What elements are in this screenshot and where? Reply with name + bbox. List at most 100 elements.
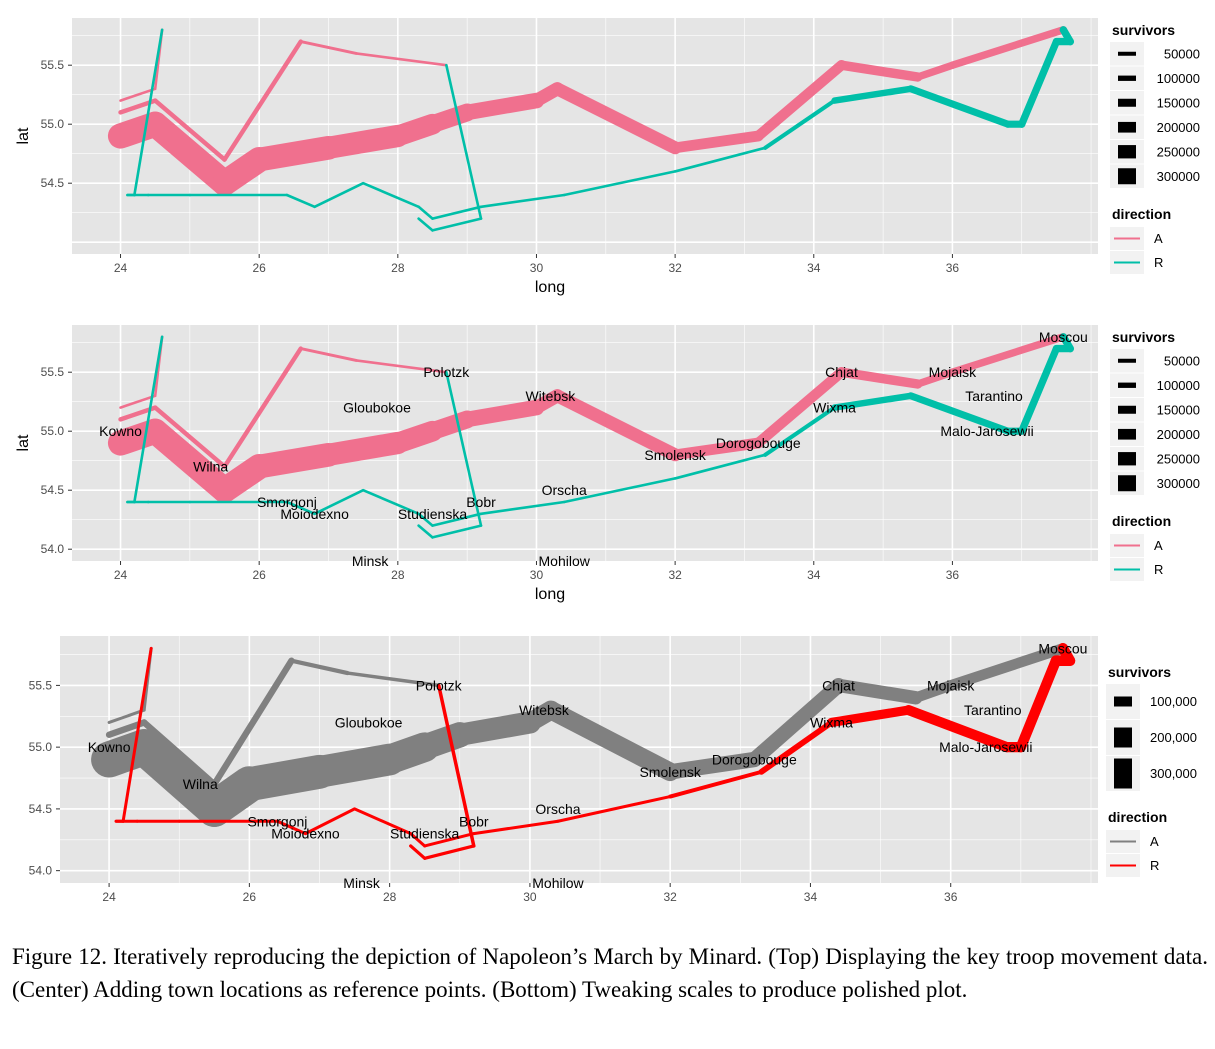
- x-tick-label: 28: [391, 568, 405, 582]
- troop-segment-advance: [211, 657, 295, 788]
- city-label: Minsk: [343, 875, 381, 891]
- y-tick-label: 55.0: [41, 117, 65, 131]
- troop-paths: [107, 26, 1074, 232]
- x-tick-label: 24: [114, 261, 128, 275]
- city-label: Wixma: [813, 400, 856, 416]
- troop-segment-advance: [222, 346, 303, 469]
- city-label: Witebsk: [519, 702, 570, 718]
- city-label: Smolensk: [639, 764, 701, 780]
- troop-segment-advance: [448, 711, 542, 746]
- troop-segment-retreat: [479, 193, 566, 209]
- troop-segment-retreat: [673, 453, 767, 480]
- y-tick-label: 54.0: [29, 864, 53, 878]
- troop-segment-advance: [459, 399, 545, 428]
- city-label: Moscou: [1039, 329, 1088, 345]
- troop-segment-advance: [354, 52, 448, 67]
- troop-segment-retreat: [445, 63, 483, 220]
- troop-segment-advance: [914, 61, 957, 81]
- city-label: Malo-Jarosewii: [940, 423, 1033, 439]
- city-label: Mohilow: [532, 875, 584, 891]
- x-tick-label: 36: [944, 890, 958, 904]
- x-tick-label: 32: [668, 568, 682, 582]
- city-label: Malo-Jarosewii: [939, 739, 1032, 755]
- troop-segment-retreat: [431, 217, 483, 232]
- legend-size-label: 300000: [1157, 476, 1200, 491]
- troop-segment-advance: [317, 431, 409, 466]
- legend-size-key: [1114, 727, 1132, 748]
- legend-size-label: 300000: [1157, 169, 1200, 184]
- troop-paths: [91, 643, 1076, 860]
- legend-size-label: 100000: [1157, 378, 1200, 393]
- city-label: Chjat: [822, 677, 855, 693]
- troop-segment-advance: [669, 437, 764, 461]
- legend-size-key: [1114, 758, 1132, 789]
- y-tick-label: 55.0: [41, 424, 65, 438]
- troop-segment-advance: [669, 130, 764, 154]
- legend-size-key: [1118, 98, 1136, 107]
- city-label: Mohilow: [539, 553, 591, 569]
- troop-segment-retreat: [445, 370, 483, 527]
- troop-segment-retreat: [409, 844, 427, 860]
- x-axis-title: long: [535, 586, 565, 603]
- legend-size-title: survivors: [1112, 22, 1175, 38]
- x-tick-label: 30: [530, 568, 544, 582]
- legend-size-title: survivors: [1108, 664, 1171, 680]
- y-tick-label: 54.5: [29, 802, 53, 816]
- troop-segment-retreat: [472, 819, 560, 836]
- troop-segment-advance: [317, 124, 409, 159]
- x-tick-label: 34: [804, 890, 818, 904]
- legend-color-label: A: [1150, 834, 1159, 849]
- troop-segment-retreat: [417, 217, 434, 232]
- troop-segment-retreat: [313, 181, 365, 209]
- city-label: Polotzk: [416, 677, 463, 693]
- troop-segment-retreat: [285, 500, 316, 516]
- x-tick-label: 32: [663, 890, 677, 904]
- legend-size-key: [1118, 75, 1136, 81]
- troop-segment-retreat: [431, 524, 483, 539]
- troop-segment-retreat: [562, 477, 677, 504]
- troop-segment-retreat: [431, 512, 483, 527]
- x-tick-label: 34: [807, 261, 821, 275]
- troop-segment-advance: [753, 60, 847, 142]
- troop-segment-retreat: [1018, 37, 1061, 128]
- legend-color-label: R: [1154, 562, 1163, 577]
- troop-segment-retreat: [121, 646, 153, 823]
- troop-segment-retreat: [907, 85, 1012, 128]
- troop-segment-retreat: [562, 170, 677, 197]
- legend-size-key: [1118, 51, 1136, 56]
- legend-size-label: 50000: [1164, 353, 1200, 368]
- x-tick-label: 32: [668, 261, 682, 275]
- troop-segment-retreat: [556, 795, 672, 823]
- x-tick-label: 30: [530, 261, 544, 275]
- troop-segment-advance: [945, 643, 1069, 691]
- x-tick-label: 36: [946, 261, 960, 275]
- legend-size-label: 100000: [1157, 71, 1200, 86]
- x-tick-label: 24: [102, 890, 116, 904]
- legend-size-label: 250000: [1157, 144, 1200, 159]
- troop-segment-advance: [948, 26, 1068, 69]
- x-tick-label: 30: [523, 890, 537, 904]
- axes: 24 26 28 30 32 34 36 54.0 54.5 55.0 55.5 long lat: [15, 365, 959, 603]
- troop-segment-retreat: [423, 844, 476, 860]
- troop-segment-retreat: [831, 85, 915, 104]
- legend-size-label: 200000: [1157, 120, 1200, 135]
- troop-segment-retreat: [826, 705, 914, 728]
- legend: survivors 50000 100000 150000 200000 250000 30…: [1110, 329, 1200, 581]
- legend-size-key: [1118, 145, 1136, 159]
- figure-caption: Figure 12. Iteratively reproducing the d…: [12, 944, 1208, 1002]
- legend-size-label: 300,000: [1150, 766, 1197, 781]
- troop-segment-retreat: [903, 705, 1012, 753]
- legend-size-label: 100,000: [1150, 694, 1197, 709]
- troop-segment-advance: [948, 333, 1068, 376]
- x-tick-label: 26: [243, 890, 257, 904]
- troop-segment-retreat: [409, 832, 427, 848]
- legend-size-key: [1118, 405, 1136, 414]
- legend-size-key: [1118, 382, 1136, 388]
- panel-top-troop-movement: 24 26 28 30 32 34 36 54.5 55.0 55.5 long lat survivo…: [15, 18, 1200, 296]
- legend-size-label: 150000: [1157, 95, 1200, 110]
- legend-size-key: [1114, 696, 1132, 707]
- city-label: Witebsk: [525, 388, 576, 404]
- troop-segment-advance: [142, 111, 238, 196]
- city-label: Bobr: [466, 494, 496, 510]
